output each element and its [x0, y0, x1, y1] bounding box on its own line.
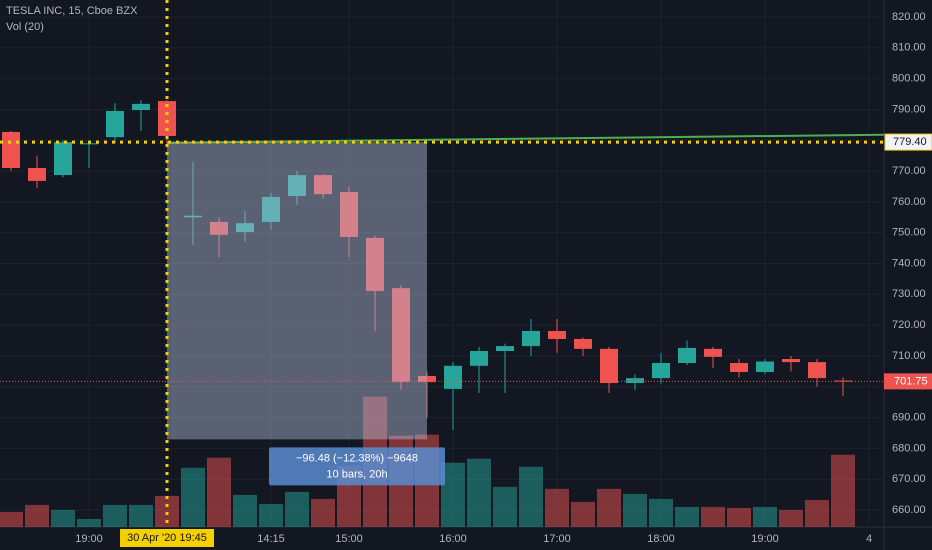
candle-body: [366, 237, 384, 291]
candle-body: [210, 221, 228, 235]
y-tick-label: 750.00: [892, 227, 926, 239]
x-tick-label: 18:00: [647, 533, 675, 545]
y-tick-label: 730.00: [892, 288, 926, 300]
y-tick-label: 710.00: [892, 350, 926, 362]
y-tick-label: 770.00: [892, 165, 926, 177]
volume-bar: [51, 509, 75, 527]
y-tick-label: 760.00: [892, 196, 926, 208]
volume-bar: [25, 504, 49, 527]
x-tick-label: 4: [866, 533, 872, 545]
volume-bar: [779, 509, 803, 527]
volume-bar: [207, 457, 231, 527]
volume-bar: [311, 498, 335, 527]
y-tick-label: 670.00: [892, 473, 926, 485]
candle-body: [184, 215, 202, 218]
volume-bar: [649, 498, 673, 527]
candle-body: [808, 362, 826, 379]
volume-label: Vol (20): [6, 21, 44, 33]
crosshair-price-label: 779.40: [893, 136, 927, 148]
volume-bar: [467, 458, 491, 527]
candle-body: [2, 131, 20, 168]
candle-body: [496, 346, 514, 352]
y-tick-label: 660.00: [892, 504, 926, 516]
crosshair-time-box: [120, 529, 214, 547]
volume-bar: [103, 504, 127, 527]
volume-bar: [597, 488, 621, 527]
candle-body: [158, 101, 176, 136]
candle-body: [418, 375, 436, 383]
y-tick-label: 740.00: [892, 257, 926, 269]
crosshair-price-box: [884, 133, 932, 151]
measure-change: −96.48 (−12.38%) −9648: [296, 452, 418, 464]
candle-body: [470, 351, 488, 366]
candle-body: [314, 175, 332, 195]
volume-bar: [545, 488, 569, 527]
candle-body: [80, 143, 98, 145]
candle-body: [236, 223, 254, 233]
volume-bar: [519, 466, 543, 527]
y-tick-label: 810.00: [892, 42, 926, 54]
volume-bar: [0, 511, 23, 527]
measure-label-box: [269, 447, 445, 486]
chart-title: TESLA INC, 15, Cboe BZX: [6, 5, 138, 17]
x-tick-label: 19:00: [75, 533, 103, 545]
volume-bar: [753, 506, 777, 527]
x-tick-label: 19:00: [751, 533, 779, 545]
x-tick-label: 14:15: [257, 533, 285, 545]
candle-body: [574, 338, 592, 349]
candle-body: [54, 142, 72, 176]
volume-bar: [675, 506, 699, 527]
last-price-box: [884, 373, 932, 390]
measure-box: [167, 142, 427, 440]
volume-bar: [77, 518, 101, 527]
volume-bar: [701, 506, 725, 527]
candle-body: [444, 365, 462, 389]
candle-body: [678, 347, 696, 364]
candle-body: [756, 361, 774, 372]
y-tick-label: 800.00: [892, 73, 926, 85]
volume-bar: [493, 486, 517, 527]
volume-bar: [129, 504, 153, 527]
candle-body: [782, 359, 800, 363]
y-tick-label: 790.00: [892, 103, 926, 115]
last-price-label: 701.75: [894, 375, 928, 387]
candle-body: [522, 330, 540, 347]
candle-body: [704, 348, 722, 357]
candle-body: [548, 330, 566, 339]
volume-bar: [831, 454, 855, 527]
ma-line: [166, 133, 885, 144]
volume-bar: [285, 491, 309, 527]
volume-bar: [259, 503, 283, 527]
candle-body: [340, 192, 358, 238]
volume-bar: [233, 494, 257, 527]
candle-body: [132, 103, 150, 111]
y-tick-label: 820.00: [892, 11, 926, 23]
candle-body: [28, 167, 46, 181]
measure-bars: 10 bars, 20h: [326, 468, 387, 480]
candle-body: [652, 363, 670, 379]
x-tick-label: 15:00: [335, 533, 363, 545]
candle-body: [262, 196, 280, 222]
y-tick-label: 680.00: [892, 442, 926, 454]
candle-body: [730, 363, 748, 372]
y-tick-label: 690.00: [892, 411, 926, 423]
y-tick-label: 720.00: [892, 319, 926, 331]
x-tick-label: 17:00: [543, 533, 571, 545]
volume-bar: [727, 507, 751, 527]
volume-bar: [571, 501, 595, 527]
volume-bar: [805, 499, 829, 527]
x-tick-label: 16:00: [439, 533, 467, 545]
candle-body: [106, 110, 124, 138]
volume-bar: [623, 493, 647, 527]
candle-body: [600, 348, 618, 384]
crosshair-time-label: 30 Apr '20 19:45: [127, 532, 207, 544]
candle-body: [392, 288, 410, 383]
volume-bar: [181, 467, 205, 527]
candle-body: [626, 378, 644, 384]
candle-body: [288, 175, 306, 197]
